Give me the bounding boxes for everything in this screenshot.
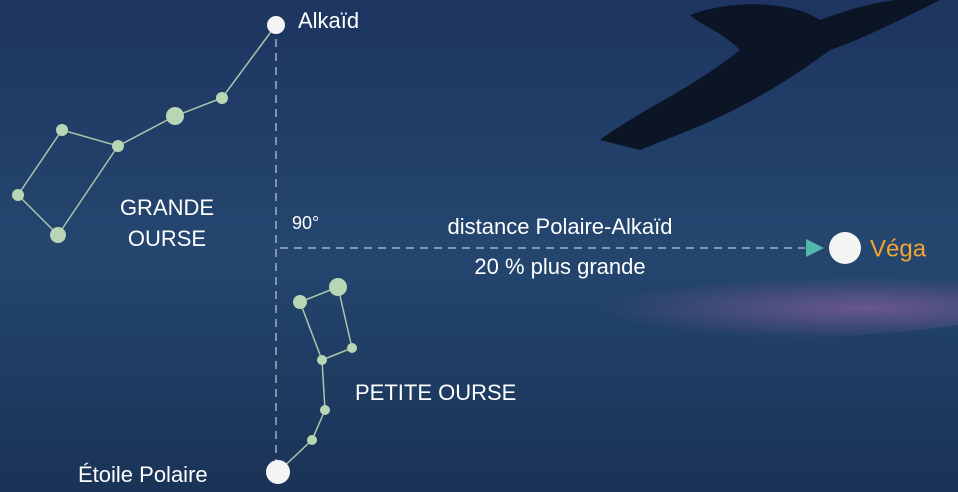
star <box>56 124 68 136</box>
star <box>293 295 307 309</box>
star <box>12 189 24 201</box>
polaire-label: Étoile Polaire <box>78 462 208 487</box>
vega-star <box>829 232 861 264</box>
alkaid-star <box>267 16 285 34</box>
star <box>320 405 330 415</box>
star <box>329 278 347 296</box>
grande-ourse-label: OURSE <box>128 226 206 251</box>
page: Alkaïd GRANDE OURSE 90° distance Polaire… <box>0 0 958 492</box>
grande-ourse-label: GRANDE <box>120 195 214 220</box>
star <box>317 355 327 365</box>
petite-ourse-label: PETITE OURSE <box>355 380 516 405</box>
alkaid-label: Alkaïd <box>298 8 359 33</box>
polaire-star <box>266 460 290 484</box>
vega-label: Véga <box>870 235 927 262</box>
diagram: Alkaïd GRANDE OURSE 90° distance Polaire… <box>0 0 958 492</box>
star <box>347 343 357 353</box>
star <box>166 107 184 125</box>
star <box>112 140 124 152</box>
star <box>50 227 66 243</box>
star <box>216 92 228 104</box>
distance-label: distance Polaire-Alkaïd <box>447 214 672 239</box>
star <box>307 435 317 445</box>
distance-label: 20 % plus grande <box>474 254 645 279</box>
angle-label: 90° <box>292 213 319 233</box>
